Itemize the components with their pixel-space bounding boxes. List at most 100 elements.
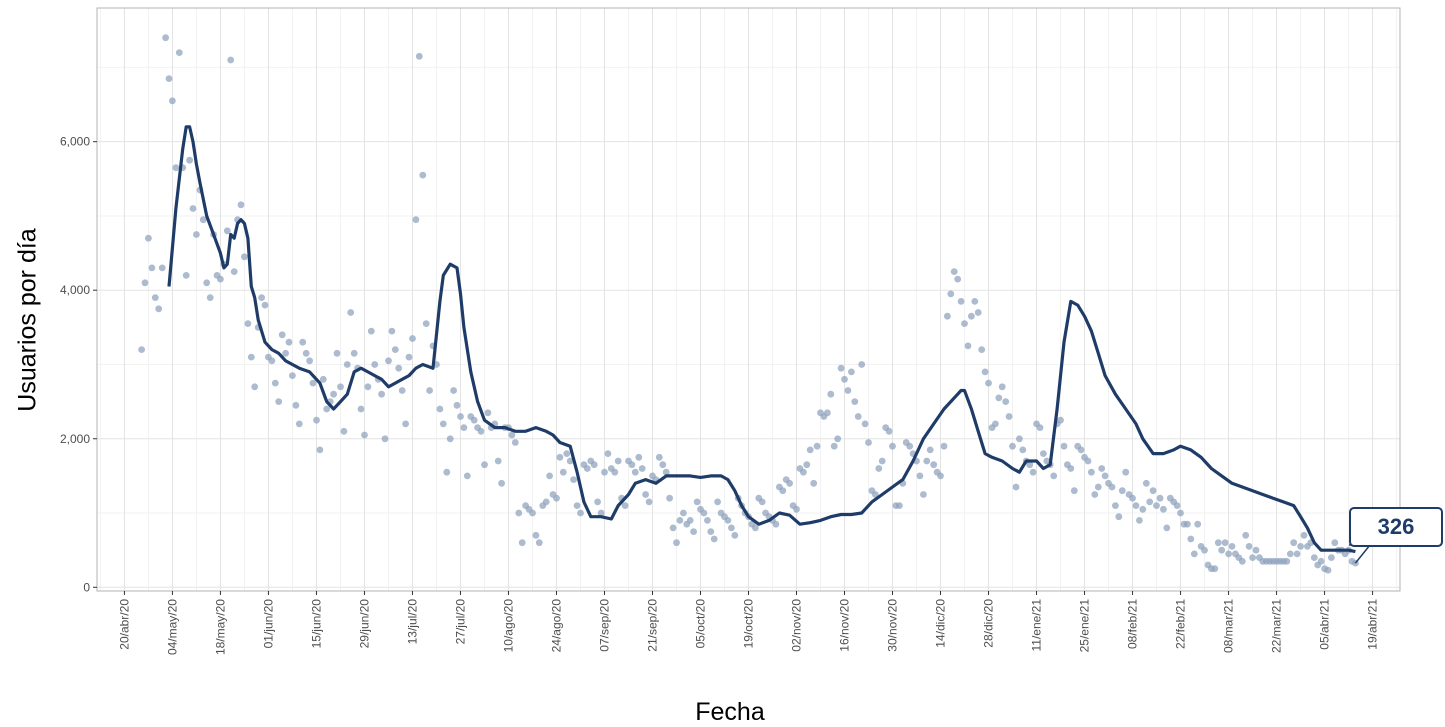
data-point — [1019, 446, 1027, 454]
data-point — [498, 479, 505, 487]
data-point — [186, 156, 194, 164]
x-tick-label: 18/may/20 — [213, 599, 227, 655]
data-point — [388, 327, 396, 335]
x-tick-label: 07/sep/20 — [597, 599, 611, 652]
data-point — [1187, 535, 1195, 543]
data-point — [851, 398, 859, 405]
data-point — [597, 509, 605, 517]
data-point — [1026, 461, 1034, 469]
data-point — [957, 298, 965, 305]
data-point — [381, 435, 389, 443]
y-tick-label: 4,000 — [60, 283, 90, 297]
data-point — [409, 335, 416, 342]
data-point — [1201, 546, 1208, 554]
data-point — [1218, 546, 1226, 554]
data-point — [1118, 487, 1126, 495]
data-point — [827, 390, 835, 398]
data-point — [391, 346, 399, 353]
data-point — [542, 498, 550, 506]
data-point — [295, 420, 303, 428]
data-point — [151, 294, 159, 301]
data-point — [1088, 468, 1095, 476]
data-point — [830, 442, 838, 450]
data-point — [1331, 539, 1339, 547]
data-point — [241, 253, 248, 261]
data-point — [1002, 398, 1010, 405]
data-point — [271, 379, 279, 387]
data-point — [535, 539, 543, 547]
data-point — [752, 524, 759, 532]
data-point — [532, 531, 540, 539]
data-point — [1108, 483, 1116, 491]
x-tick-label: 28/dic/20 — [982, 599, 996, 648]
data-point — [878, 457, 886, 465]
data-point — [1290, 539, 1298, 547]
data-point — [944, 312, 951, 320]
data-point — [511, 439, 519, 446]
data-point — [1153, 502, 1160, 509]
data-point — [858, 361, 866, 368]
data-point — [793, 505, 800, 513]
data-point — [1139, 505, 1147, 513]
data-point — [964, 342, 972, 350]
data-point — [162, 34, 170, 42]
data-point — [601, 468, 608, 476]
daily-users-points — [138, 34, 1359, 574]
data-point — [199, 216, 207, 224]
data-point — [1009, 442, 1016, 450]
data-point — [1005, 413, 1013, 420]
data-point — [494, 457, 502, 465]
data-point — [594, 498, 601, 506]
x-tick-label: 19/abr/21 — [1366, 599, 1380, 650]
data-point — [203, 279, 211, 287]
data-point — [923, 457, 931, 465]
data-point — [662, 468, 670, 476]
data-point — [570, 476, 577, 483]
data-point — [968, 312, 975, 320]
data-point — [676, 517, 684, 524]
data-point — [628, 461, 636, 469]
data-point — [680, 509, 687, 517]
data-point — [415, 52, 423, 60]
x-tick-label: 10/ago/20 — [501, 599, 515, 653]
data-point — [323, 405, 331, 413]
data-point — [1115, 513, 1123, 521]
data-point — [316, 446, 324, 454]
data-point — [707, 528, 715, 535]
data-point — [275, 398, 283, 405]
data-point — [1112, 502, 1119, 509]
data-point — [371, 361, 379, 368]
data-point — [758, 498, 766, 506]
data-point — [261, 301, 269, 309]
data-point — [155, 305, 163, 313]
data-point — [1252, 546, 1260, 554]
x-axis-title: Fecha — [695, 698, 765, 726]
x-tick-label: 05/oct/20 — [693, 599, 707, 649]
data-point — [950, 268, 958, 275]
data-point — [1238, 557, 1246, 565]
data-point — [1094, 483, 1102, 491]
data-point — [611, 468, 619, 476]
data-point — [803, 461, 811, 469]
data-point — [1163, 524, 1171, 532]
data-point — [577, 509, 584, 517]
data-point — [1177, 509, 1184, 517]
data-point — [223, 227, 231, 235]
data-point — [395, 364, 403, 372]
data-point — [357, 405, 365, 413]
data-point — [573, 502, 581, 509]
data-point — [477, 427, 485, 435]
x-tick-label: 22/feb/21 — [1174, 599, 1188, 649]
data-point — [1016, 435, 1023, 443]
data-point — [182, 272, 190, 279]
data-point — [333, 349, 341, 357]
data-point — [590, 461, 598, 469]
data-point — [645, 498, 653, 506]
data-point — [227, 56, 235, 64]
data-point — [1245, 543, 1253, 550]
data-point — [1029, 468, 1037, 476]
data-point — [1310, 554, 1318, 561]
data-point — [1317, 557, 1325, 565]
data-point — [954, 275, 962, 283]
